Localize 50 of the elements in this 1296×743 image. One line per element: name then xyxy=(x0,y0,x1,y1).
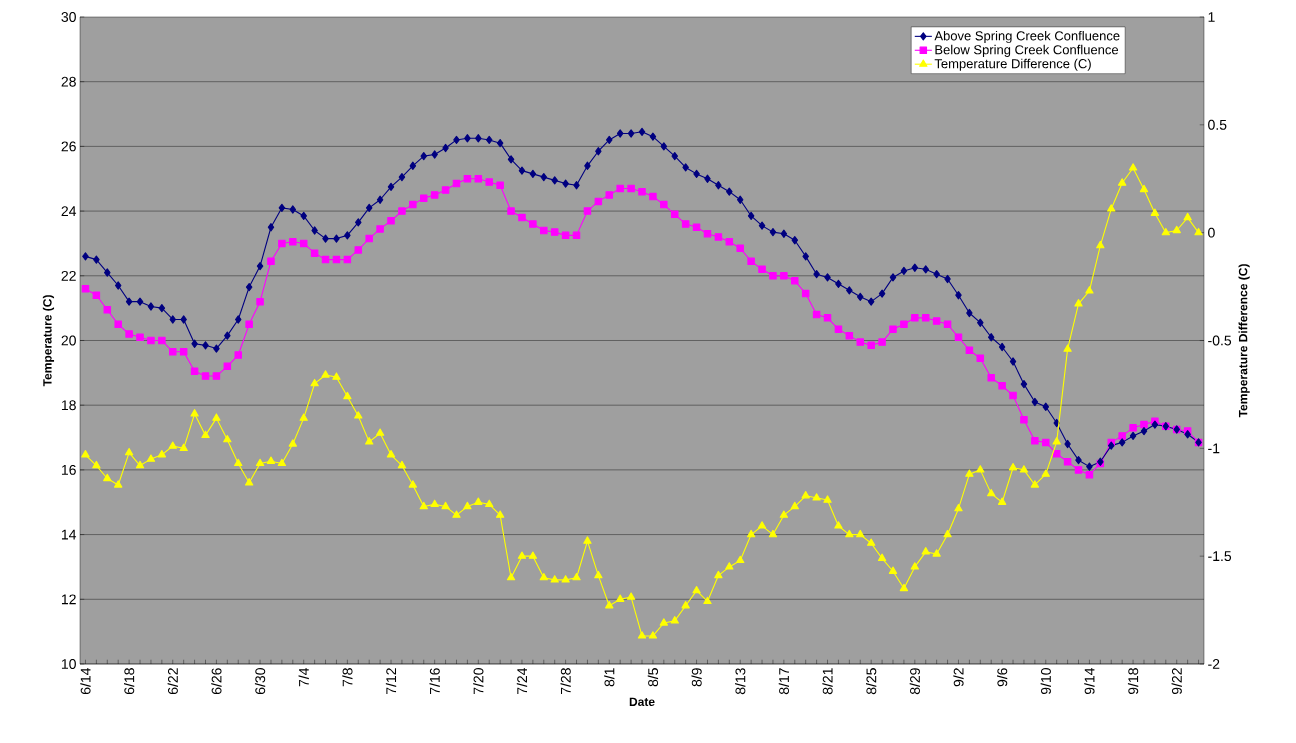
y2-tick-label: 1 xyxy=(1208,12,1215,22)
x-tick-label: 7/4 xyxy=(298,667,309,687)
x-tick-label: 7/28 xyxy=(560,668,571,695)
y2-tick-label: -0.5 xyxy=(1208,335,1232,346)
y-tick-label: 16 xyxy=(61,464,76,475)
y-tick-label: 30 xyxy=(61,12,76,22)
y-tick-label: 20 xyxy=(61,335,76,346)
y-tick-label: 14 xyxy=(61,529,77,540)
x-tick-label: 8/17 xyxy=(778,668,790,695)
y-tick-label: 26 xyxy=(61,141,76,152)
x-tick-label: 7/16 xyxy=(429,668,440,695)
y2-tick-label: -2 xyxy=(1208,659,1220,669)
x-tick-label: 8/13 xyxy=(735,668,746,695)
x-tick-label: 7/8 xyxy=(342,668,353,687)
y2-tick-label: -1 xyxy=(1208,443,1220,454)
y-tick-label: 10 xyxy=(61,659,76,669)
x-tick-label: 7/24 xyxy=(516,667,528,695)
x-tick-label: 6/14 xyxy=(80,667,91,695)
y-tick-label: 12 xyxy=(61,594,76,605)
x-tick-label: 8/9 xyxy=(691,668,702,687)
x-tick-label: 6/22 xyxy=(167,668,178,695)
x-tick-label: 9/14 xyxy=(1084,667,1095,695)
x-tick-label: 8/29 xyxy=(909,668,920,695)
x-tick-label: 8/5 xyxy=(647,668,659,687)
x-tick-label: 6/30 xyxy=(254,668,266,695)
y2-tick-label: 0 xyxy=(1208,227,1215,238)
y-tick-label: 22 xyxy=(61,270,76,281)
x-tick-label: 7/12 xyxy=(385,668,397,695)
x-tick-label: 9/18 xyxy=(1127,668,1139,695)
y2-axis-title: Temperature Difference (C) xyxy=(1238,264,1250,418)
legend-label: Above Spring Creek Confluence xyxy=(934,30,1120,44)
x-tick-label: 6/18 xyxy=(123,668,135,695)
y-tick-label: 18 xyxy=(61,400,76,411)
x-tick-label: 9/22 xyxy=(1171,668,1182,695)
x-tick-label: 9/2 xyxy=(953,668,964,687)
x-axis-title: Date xyxy=(629,697,655,706)
x-tick-label: 8/21 xyxy=(822,668,833,695)
y-tick-label: 24 xyxy=(61,206,77,216)
x-tick-label: 9/6 xyxy=(996,668,1008,687)
y-tick-label: 28 xyxy=(61,76,76,87)
x-tick-label: 8/1 xyxy=(604,668,615,687)
y2-tick-label: 0.5 xyxy=(1208,119,1227,130)
y-axis-title: Temperature (C) xyxy=(42,295,55,387)
legend-label: Below Spring Creek Confluence xyxy=(935,44,1119,57)
x-tick-label: 9/10 xyxy=(1040,668,1051,695)
x-tick-label: 6/26 xyxy=(211,668,222,695)
legend-label: Temperature Difference (C) xyxy=(934,58,1091,71)
y2-tick-label: -1.5 xyxy=(1208,551,1232,562)
x-tick-label: 8/25 xyxy=(866,668,877,695)
x-tick-label: 7/20 xyxy=(473,668,484,695)
